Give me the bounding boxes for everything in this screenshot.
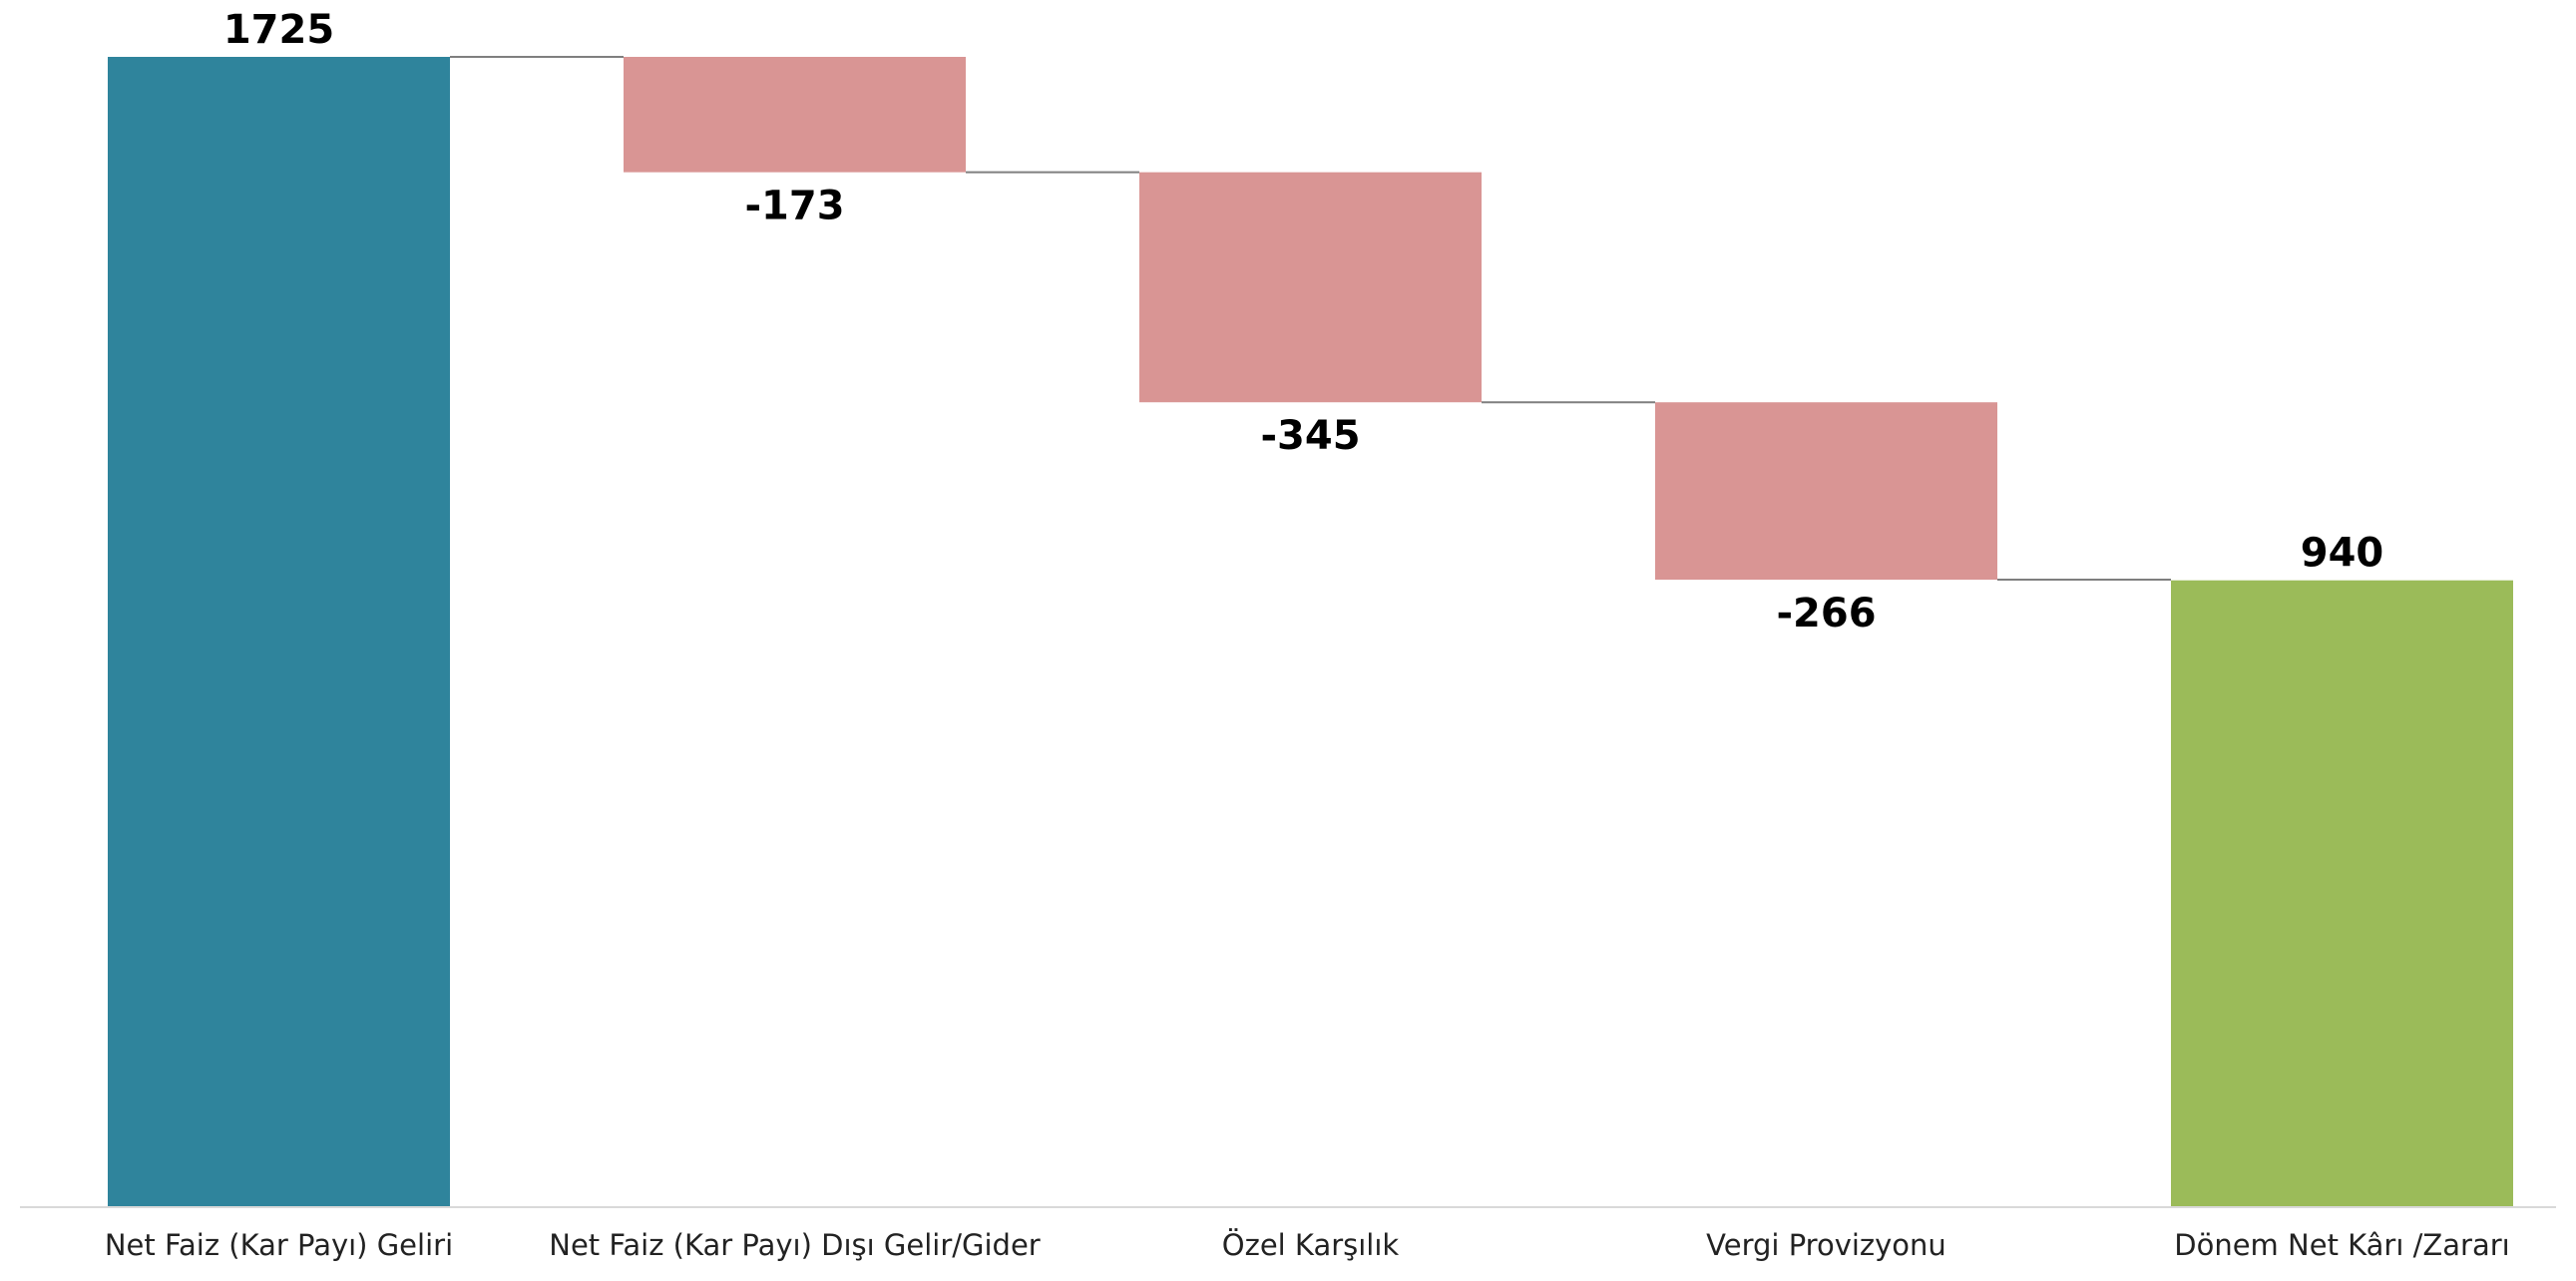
value-label-5: 940 <box>2301 531 2384 577</box>
bar-4 <box>1655 402 1997 581</box>
bar-3 <box>1139 172 1482 403</box>
category-label-4: Vergi Provizyonu <box>1706 1228 1946 1262</box>
category-label-3: Özel Karşılık <box>1222 1228 1400 1262</box>
value-label-1: 1725 <box>223 7 334 53</box>
category-label-1: Net Faiz (Kar Payı) Geliri <box>105 1228 453 1262</box>
value-label-3: -345 <box>1260 413 1360 459</box>
connector-lines <box>450 56 2171 582</box>
category-label-2: Net Faiz (Kar Payı) Dışı Gelir/Gider <box>549 1228 1041 1262</box>
category-labels: Net Faiz (Kar Payı) Geliri Net Faiz (Kar … <box>105 1228 2510 1262</box>
category-label-5: Dönem Net Kârı /Zararı <box>2174 1228 2509 1262</box>
value-label-2: -173 <box>744 184 844 229</box>
value-labels: 1725 -173 -345 -266 940 <box>223 7 2383 637</box>
bar-1 <box>108 57 450 1207</box>
bars <box>108 57 2513 1207</box>
value-label-4: -266 <box>1776 591 1876 637</box>
bar-5 <box>2171 580 2513 1207</box>
bar-2 <box>624 57 966 173</box>
